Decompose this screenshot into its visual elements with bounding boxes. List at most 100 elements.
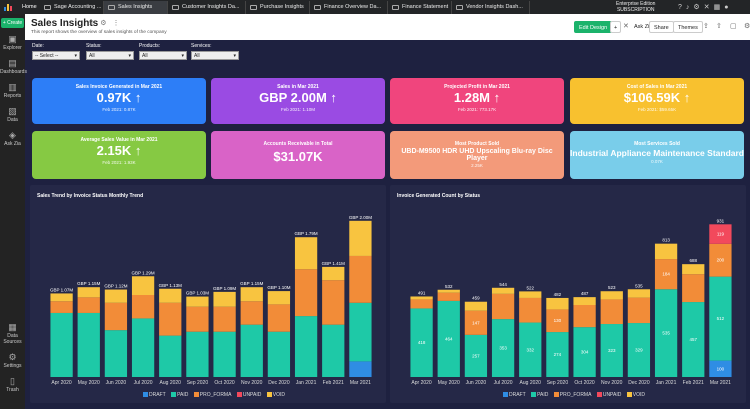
sidebar-item-reports[interactable]: ▥ Reports bbox=[0, 82, 25, 99]
help-icon[interactable]: ? bbox=[678, 4, 686, 11]
home-tab[interactable]: Home bbox=[22, 4, 37, 10]
bar-segment-void[interactable] bbox=[519, 291, 542, 298]
settings-icon[interactable]: ⚙ bbox=[693, 4, 704, 11]
tab-vendor-insights[interactable]: Vendor Insights Dash... bbox=[452, 1, 530, 14]
legend-item-pro-forma[interactable]: PRO_FORMA bbox=[553, 392, 591, 398]
bar-segment-pro-forma[interactable] bbox=[546, 309, 569, 333]
more-icon[interactable]: ⋮ bbox=[112, 20, 122, 27]
kpi-card-projected-profit[interactable]: Projected Profit in Mar 2021 1.28M ↑ Feb… bbox=[390, 78, 564, 124]
date-select[interactable]: -- Select -- bbox=[32, 51, 80, 60]
bar-segment-paid[interactable] bbox=[709, 276, 732, 361]
bar-segment-pro-forma[interactable] bbox=[131, 295, 155, 319]
user-icon[interactable]: ● bbox=[724, 4, 733, 11]
bar-segment-void[interactable] bbox=[50, 293, 73, 302]
bar-segment-void[interactable] bbox=[104, 289, 128, 303]
bar-segment-void[interactable] bbox=[410, 296, 433, 300]
bar-segment-paid[interactable] bbox=[186, 331, 209, 377]
bar-segment-void[interactable] bbox=[131, 276, 155, 295]
bar-segment-pro-forma[interactable] bbox=[50, 301, 73, 313]
bell-icon[interactable]: ♪ bbox=[685, 4, 694, 11]
bar-segment-paid[interactable] bbox=[294, 316, 318, 377]
kpi-card-most-services[interactable]: Most Services Sold Industrial Appliance … bbox=[570, 131, 744, 179]
bar-segment-pro-forma[interactable] bbox=[709, 243, 732, 277]
status-select[interactable]: All bbox=[86, 51, 134, 60]
kpi-card-sales-invoice[interactable]: Sales Invoice Generated in Mar 2021 0.97… bbox=[32, 78, 206, 124]
bar-segment-paid[interactable] bbox=[464, 334, 488, 377]
bar-segment-void[interactable] bbox=[77, 287, 100, 298]
bar-segment-paid[interactable] bbox=[600, 324, 623, 377]
sidebar-item-trash[interactable]: ▯ Trash bbox=[0, 376, 25, 393]
services-select[interactable]: All bbox=[191, 51, 239, 60]
kpi-card-average-sales[interactable]: Average Sales Value in Mar 2021 2.15K ↑ … bbox=[32, 131, 206, 179]
bar-segment-pro-forma[interactable] bbox=[491, 293, 515, 320]
bar-segment-pro-forma[interactable] bbox=[240, 301, 263, 325]
tab-finance-overview[interactable]: Finance Overview Da... bbox=[310, 1, 388, 14]
tab-purchase-insights[interactable]: Purchase Insights bbox=[246, 1, 310, 14]
bar-segment-paid[interactable] bbox=[410, 308, 433, 377]
tab-finance-statement[interactable]: Finance Statement bbox=[388, 1, 452, 14]
bar-segment-void[interactable] bbox=[267, 291, 291, 305]
bar-segment-void[interactable] bbox=[491, 287, 515, 294]
bar-segment-paid[interactable] bbox=[50, 312, 73, 377]
bar-segment-paid[interactable] bbox=[519, 322, 542, 377]
products-select[interactable]: All bbox=[139, 51, 187, 60]
sidebar-item-data[interactable]: ▧ Data bbox=[0, 106, 25, 123]
bar-segment-paid[interactable] bbox=[159, 335, 182, 377]
bar-segment-paid[interactable] bbox=[104, 330, 128, 377]
bar-segment-void[interactable] bbox=[437, 289, 460, 293]
grid-icon[interactable]: ▦ bbox=[713, 4, 725, 11]
kpi-card-sales[interactable]: Sales in Mar 2021 GBP 2.00M ↑ Feb 2021: … bbox=[211, 78, 385, 124]
sidebar-item-data-sources[interactable]: ▦ Data Sources bbox=[0, 322, 25, 345]
legend-item-paid[interactable]: PAID bbox=[531, 392, 548, 398]
bar-segment-pro-forma[interactable] bbox=[349, 255, 372, 303]
add-button[interactable]: + bbox=[610, 21, 622, 33]
tools-icon[interactable]: ✕ bbox=[703, 4, 714, 11]
bar-segment-pro-forma[interactable] bbox=[519, 297, 542, 323]
share-button[interactable]: Share bbox=[649, 21, 674, 33]
bar-segment-pro-forma[interactable] bbox=[104, 302, 128, 331]
legend-item-pro-forma[interactable]: PRO_FORMA bbox=[193, 392, 231, 398]
bar-segment-paid[interactable] bbox=[437, 300, 460, 377]
bar-segment-pro-forma[interactable] bbox=[213, 306, 236, 332]
bar-segment-void[interactable] bbox=[213, 291, 236, 307]
bar-segment-paid[interactable] bbox=[240, 324, 263, 377]
bar-segment-paid[interactable] bbox=[654, 289, 678, 377]
legend-item-void[interactable]: VOID bbox=[266, 392, 285, 398]
bar-segment-paid[interactable] bbox=[349, 302, 372, 362]
bar-segment-pro-forma[interactable] bbox=[573, 305, 596, 328]
bar-segment-paid[interactable] bbox=[491, 319, 515, 377]
bar-segment-pro-forma[interactable] bbox=[654, 259, 678, 290]
bar-segment-paid[interactable] bbox=[627, 323, 651, 377]
legend-item-unpaid[interactable]: UNPAID bbox=[236, 392, 261, 398]
settings-icon[interactable]: ⚙ bbox=[744, 23, 750, 30]
bar-segment-void[interactable] bbox=[294, 237, 318, 270]
bar-segment-pro-forma[interactable] bbox=[437, 292, 460, 301]
bar-segment-void[interactable] bbox=[682, 264, 705, 275]
bar-segment-void[interactable] bbox=[546, 297, 569, 310]
sidebar-item-ask-zia[interactable]: ◈ Ask Zia bbox=[0, 130, 25, 147]
bar-segment-void[interactable] bbox=[654, 243, 678, 260]
bar-segment-void[interactable] bbox=[322, 266, 345, 281]
bar-segment-pro-forma[interactable] bbox=[267, 304, 291, 332]
subscription-link[interactable]: SUBSCRIPTION bbox=[616, 7, 655, 13]
legend-item-draft[interactable]: DRAFT bbox=[503, 392, 526, 398]
legend-item-unpaid[interactable]: UNPAID bbox=[596, 392, 621, 398]
bar-segment-pro-forma[interactable] bbox=[682, 274, 705, 303]
themes-button[interactable]: Themes bbox=[673, 21, 703, 33]
bar-segment-paid[interactable] bbox=[546, 332, 569, 377]
tab-sales-insights[interactable]: Sales Insights bbox=[104, 1, 168, 14]
create-button[interactable]: + Create bbox=[1, 18, 24, 28]
tab-sage-accounting[interactable]: Sage Accounting ... bbox=[40, 1, 104, 14]
kpi-card-cost-of-sales[interactable]: Cost of Sales in Mar 2021 $106.59K ↑ Feb… bbox=[570, 78, 744, 124]
tab-customer-insights[interactable]: Customer Insights Da... bbox=[168, 1, 246, 14]
sidebar-item-settings[interactable]: ⚙ Settings bbox=[0, 352, 25, 369]
kpi-card-accounts-receivable[interactable]: Accounts Receivable in Total $31.07K bbox=[211, 131, 385, 179]
app-logo-icon[interactable] bbox=[3, 2, 13, 12]
bar-segment-paid[interactable] bbox=[322, 324, 345, 377]
sidebar-item-explorer[interactable]: ▣ Explorer bbox=[0, 34, 25, 51]
legend-item-void[interactable]: VOID bbox=[626, 392, 645, 398]
export-icon[interactable]: ⇪ bbox=[703, 23, 709, 30]
bar-segment-void[interactable] bbox=[240, 287, 263, 302]
bar-segment-pro-forma[interactable] bbox=[294, 269, 318, 317]
share-icon[interactable]: ⇧ bbox=[716, 23, 722, 30]
